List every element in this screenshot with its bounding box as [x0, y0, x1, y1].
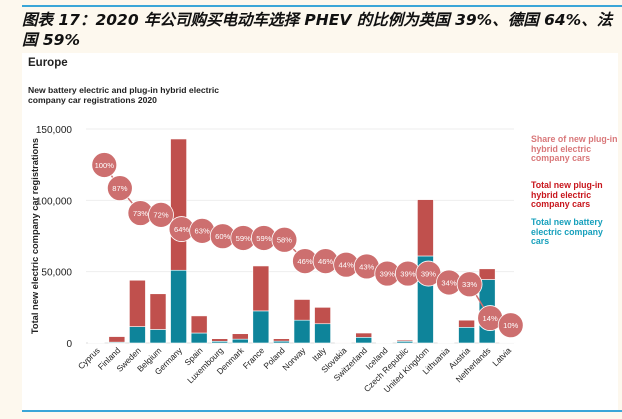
legend-bev: Total new battery electric company cars: [531, 217, 603, 246]
y-tick-labels: 0 50,000 100,000 150,000: [36, 125, 73, 350]
share-bubble-label: 39%: [380, 269, 395, 278]
share-bubble-label: 33%: [462, 280, 477, 289]
share-bubble-label: 46%: [318, 257, 333, 266]
share-bubble-label: 59%: [236, 234, 251, 243]
bars: [87, 138, 517, 344]
share-bubble-label: 73%: [133, 209, 148, 218]
bar-phev: [190, 315, 208, 334]
bar-bev: [231, 338, 249, 344]
x-tick-label: Latvia: [490, 345, 513, 368]
bar-phev: [478, 268, 496, 280]
bar-bev: [355, 336, 373, 344]
chart-title: New battery electric and plug-in hybrid …: [28, 85, 220, 105]
share-bubbles: 100% 87% 73% 72% 64% 63% 60% 59% 59% 58% 46% 46% 44%…: [91, 152, 524, 339]
share-bubble-label: 63%: [195, 227, 210, 236]
legend-share: Share of new plug-in hybrid electric com…: [531, 134, 618, 163]
share-bubble-label: 39%: [400, 269, 415, 278]
chart-region-label: Europe: [28, 57, 68, 69]
bar-bev: [190, 332, 208, 344]
y-tick-label: 150,000: [36, 125, 73, 136]
bar-phev: [355, 332, 373, 338]
bar-bev: [170, 269, 187, 344]
share-bubble: [271, 226, 298, 253]
share-bubble-label: 34%: [441, 278, 456, 287]
share-bubble-label: 87%: [112, 184, 127, 193]
bar-bev: [458, 327, 475, 344]
y-tick-label: 0: [66, 339, 72, 350]
share-bubble-label: 14%: [483, 314, 498, 323]
bar-phev: [108, 336, 126, 343]
bar-bev: [252, 310, 270, 344]
share-bubble-label: 58%: [277, 236, 292, 245]
share-bubble: [497, 312, 524, 339]
share-bubble-label: 46%: [297, 257, 312, 266]
figure-caption: 图表 17：2020 年公司购买电动车选择 PHEV 的比例为英国 39%、德国…: [22, 11, 613, 49]
share-bubble-label: 72%: [153, 211, 168, 220]
y-axis-label: Total new electric company car registrat…: [30, 138, 40, 334]
x-tick-label: France: [241, 345, 267, 371]
x-tick-label: Norway: [280, 345, 308, 373]
bar-bev: [293, 319, 311, 344]
x-tick-labels: CyprusFinlandSwedenBelgiumGermanySpainLu…: [76, 345, 513, 395]
y-tick-label: 100,000: [36, 196, 73, 207]
bar-phev: [231, 333, 249, 340]
share-bubble-label: 60%: [215, 232, 230, 241]
bar-phev: [149, 293, 167, 330]
top-rule: [22, 5, 622, 7]
bar-phev: [273, 338, 290, 342]
share-bubble: [91, 152, 118, 178]
bar-bev: [149, 329, 167, 344]
share-bubble-label: 10%: [503, 321, 518, 330]
share-bubble-label: 59%: [256, 234, 271, 243]
bar-phev: [396, 339, 414, 342]
bar-phev: [211, 338, 229, 342]
bar-bev: [129, 326, 146, 344]
legend-phev: Total new plug-in hybrid electric compan…: [531, 180, 603, 209]
share-bubble-label: 64%: [174, 225, 189, 234]
share-bubble: [106, 175, 133, 202]
share-bubble: [148, 201, 174, 228]
y-tick-label: 50,000: [41, 268, 72, 279]
bar-phev: [417, 199, 434, 257]
bar-phev: [129, 279, 146, 327]
bar-bev: [314, 323, 331, 344]
bar-phev: [293, 299, 311, 321]
bar-phev: [170, 138, 187, 271]
chart-panel: [22, 53, 618, 410]
share-bubble-label: 100%: [95, 161, 115, 170]
bottom-rule: [22, 410, 622, 412]
bar-phev: [252, 265, 270, 312]
share-bubble-label: 43%: [359, 262, 374, 271]
share-bubble: [456, 271, 483, 298]
share-bubble-label: 39%: [421, 269, 436, 278]
bar-phev: [314, 307, 331, 325]
share-bubble-label: 44%: [339, 260, 354, 269]
bar-phev: [458, 319, 475, 328]
